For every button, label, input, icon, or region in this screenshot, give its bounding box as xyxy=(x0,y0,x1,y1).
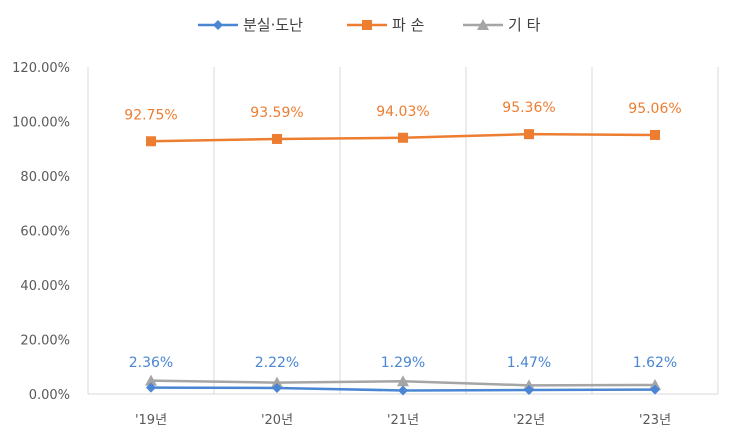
data-label: 93.59% xyxy=(250,105,303,121)
data-label: 2.36% xyxy=(129,355,173,371)
data-label: 1.29% xyxy=(381,355,425,371)
y-tick-label: 0.00% xyxy=(29,388,70,403)
data-point xyxy=(398,132,408,143)
legend: 분실·도난 파 손 기 타 xyxy=(198,16,541,34)
data-label: 95.06% xyxy=(628,101,681,117)
legend-label: 파 손 xyxy=(392,16,425,34)
data-point xyxy=(650,129,660,140)
data-point xyxy=(397,375,409,387)
y-tick-label: 20.00% xyxy=(20,334,70,349)
data-point xyxy=(649,378,661,390)
data-label: 1.47% xyxy=(507,355,551,371)
y-tick-label: 100.00% xyxy=(12,116,70,131)
data-label: 95.36% xyxy=(502,100,555,116)
legend-marker xyxy=(213,20,223,30)
legend-label: 기 타 xyxy=(508,16,541,34)
data-point xyxy=(272,382,282,393)
y-tick-label: 60.00% xyxy=(20,225,70,240)
data-label: 2.22% xyxy=(255,355,299,371)
data-point xyxy=(272,133,282,144)
legend-marker xyxy=(362,20,372,30)
x-tick-label: '21년 xyxy=(387,413,419,428)
legend-marker xyxy=(477,19,489,30)
x-tick-label: '23년 xyxy=(639,413,671,428)
y-tick-label: 120.00% xyxy=(12,61,70,76)
data-labels: 92.75% 93.59% 94.03% 95.36% 95.06% 2.36% 2.22%… xyxy=(124,100,681,371)
x-tick-label: '19년 xyxy=(135,413,167,428)
data-point xyxy=(398,385,408,396)
data-label: 92.75% xyxy=(124,107,177,123)
data-point xyxy=(650,384,660,395)
legend-label: 분실·도난 xyxy=(243,16,303,34)
y-tick-label: 40.00% xyxy=(20,279,70,294)
data-point xyxy=(146,136,156,147)
x-axis: '19년 '20년 '21년 '22년 '23년 xyxy=(135,413,671,428)
data-point xyxy=(145,374,157,386)
data-point xyxy=(524,384,534,395)
gridlines xyxy=(87,67,719,395)
x-tick-label: '20년 xyxy=(261,413,293,428)
data-point xyxy=(524,129,534,140)
data-point xyxy=(271,376,283,388)
x-tick-label: '22년 xyxy=(513,413,545,428)
data-point xyxy=(523,379,535,391)
y-axis: 0.00% 20.00% 40.00% 60.00% 80.00% 100.00% 120.… xyxy=(12,61,70,403)
y-tick-label: 80.00% xyxy=(20,170,70,185)
data-label: 1.62% xyxy=(633,355,677,371)
data-label: 94.03% xyxy=(376,104,429,120)
data-point xyxy=(146,382,156,393)
series-layer xyxy=(145,129,661,396)
